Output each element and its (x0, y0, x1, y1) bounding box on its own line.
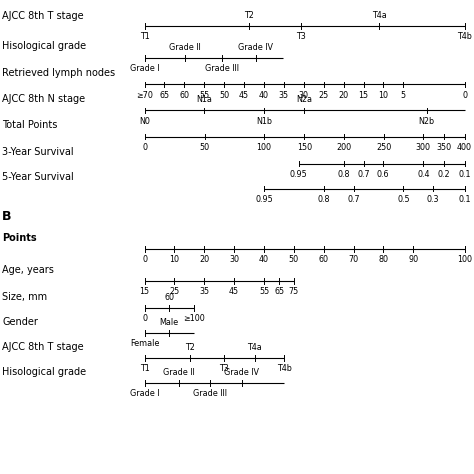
Text: 65: 65 (159, 91, 170, 100)
Text: T2: T2 (244, 11, 254, 20)
Text: 15: 15 (358, 91, 369, 100)
Text: T1: T1 (140, 32, 149, 41)
Text: 250: 250 (376, 143, 392, 152)
Text: 0.4: 0.4 (417, 170, 429, 179)
Text: 300: 300 (416, 143, 431, 152)
Text: 55: 55 (199, 91, 210, 100)
Text: 0: 0 (462, 91, 467, 100)
Text: 0.2: 0.2 (438, 170, 450, 179)
Text: 10: 10 (169, 255, 180, 264)
Text: 55: 55 (259, 287, 269, 296)
Text: 70: 70 (348, 255, 359, 264)
Text: Grade IV: Grade IV (238, 43, 273, 52)
Text: 60: 60 (164, 293, 174, 302)
Text: T3: T3 (296, 32, 306, 41)
Text: 80: 80 (378, 255, 389, 264)
Text: 200: 200 (336, 143, 351, 152)
Text: 25: 25 (319, 91, 329, 100)
Text: N1b: N1b (256, 117, 272, 126)
Text: 35: 35 (279, 91, 289, 100)
Text: 0.1: 0.1 (458, 195, 471, 204)
Text: Size, mm: Size, mm (2, 292, 47, 302)
Text: 50: 50 (200, 143, 210, 152)
Text: Hisological grade: Hisological grade (2, 367, 86, 377)
Text: 35: 35 (199, 287, 210, 296)
Text: N0: N0 (139, 117, 150, 126)
Text: Points: Points (2, 233, 37, 243)
Text: Grade II: Grade II (164, 368, 195, 377)
Text: 0.1: 0.1 (458, 170, 471, 179)
Text: 100: 100 (457, 255, 472, 264)
Text: 0.8: 0.8 (337, 170, 350, 179)
Text: Grade IV: Grade IV (224, 368, 259, 377)
Text: 50: 50 (289, 255, 299, 264)
Text: 45: 45 (229, 287, 239, 296)
Text: Grade I: Grade I (130, 64, 159, 73)
Text: 20: 20 (199, 255, 210, 264)
Text: Female: Female (130, 339, 159, 348)
Text: Grade II: Grade II (169, 43, 201, 52)
Text: AJCC 8th T stage: AJCC 8th T stage (2, 342, 84, 352)
Text: 0.7: 0.7 (347, 195, 360, 204)
Text: 3-Year Survival: 3-Year Survival (2, 147, 74, 157)
Text: Age, years: Age, years (2, 265, 54, 275)
Text: Grade III: Grade III (205, 64, 239, 73)
Text: 0.95: 0.95 (255, 195, 273, 204)
Text: 25: 25 (169, 287, 180, 296)
Text: T1: T1 (140, 364, 149, 373)
Text: 0: 0 (142, 255, 147, 264)
Text: T3: T3 (219, 364, 229, 373)
Text: 90: 90 (408, 255, 419, 264)
Text: 40: 40 (259, 255, 269, 264)
Text: 50: 50 (219, 91, 229, 100)
Text: 5-Year Survival: 5-Year Survival (2, 173, 74, 182)
Text: 10: 10 (378, 91, 389, 100)
Text: 45: 45 (239, 91, 249, 100)
Text: 0.7: 0.7 (358, 170, 370, 179)
Text: 40: 40 (259, 91, 269, 100)
Text: N2a: N2a (296, 95, 312, 104)
Text: T2: T2 (185, 343, 194, 352)
Text: N1a: N1a (196, 95, 212, 104)
Text: AJCC 8th N stage: AJCC 8th N stage (2, 94, 85, 104)
Text: 65: 65 (274, 287, 284, 296)
Text: 0.3: 0.3 (427, 195, 439, 204)
Text: Grade III: Grade III (192, 389, 227, 398)
Text: Male: Male (160, 318, 179, 327)
Text: 15: 15 (139, 287, 150, 296)
Text: Hisological grade: Hisological grade (2, 41, 86, 51)
Text: 60: 60 (319, 255, 329, 264)
Text: T4a: T4a (247, 343, 262, 352)
Text: 5: 5 (401, 91, 406, 100)
Text: 30: 30 (299, 91, 309, 100)
Text: B: B (2, 210, 12, 223)
Text: 150: 150 (297, 143, 312, 152)
Text: 30: 30 (229, 255, 239, 264)
Text: 400: 400 (457, 143, 472, 152)
Text: 0.8: 0.8 (318, 195, 330, 204)
Text: ≥70: ≥70 (136, 91, 153, 100)
Text: 60: 60 (179, 91, 190, 100)
Text: T4a: T4a (372, 11, 387, 20)
Text: 0.95: 0.95 (290, 170, 308, 179)
Text: 75: 75 (289, 287, 299, 296)
Text: T4b: T4b (457, 32, 472, 41)
Text: 350: 350 (436, 143, 451, 152)
Text: Gender: Gender (2, 317, 38, 327)
Text: Total Points: Total Points (2, 120, 58, 130)
Text: Retrieved lymph nodes: Retrieved lymph nodes (2, 68, 116, 78)
Text: 0.6: 0.6 (377, 170, 389, 179)
Text: ≥100: ≥100 (183, 314, 205, 323)
Text: 100: 100 (256, 143, 272, 152)
Text: AJCC 8th T stage: AJCC 8th T stage (2, 11, 84, 21)
Text: N2b: N2b (419, 117, 435, 126)
Text: 0: 0 (142, 314, 147, 323)
Text: Grade I: Grade I (130, 389, 159, 398)
Text: 20: 20 (338, 91, 349, 100)
Text: 0.5: 0.5 (397, 195, 410, 204)
Text: T4b: T4b (277, 364, 292, 373)
Text: 0: 0 (142, 143, 147, 152)
